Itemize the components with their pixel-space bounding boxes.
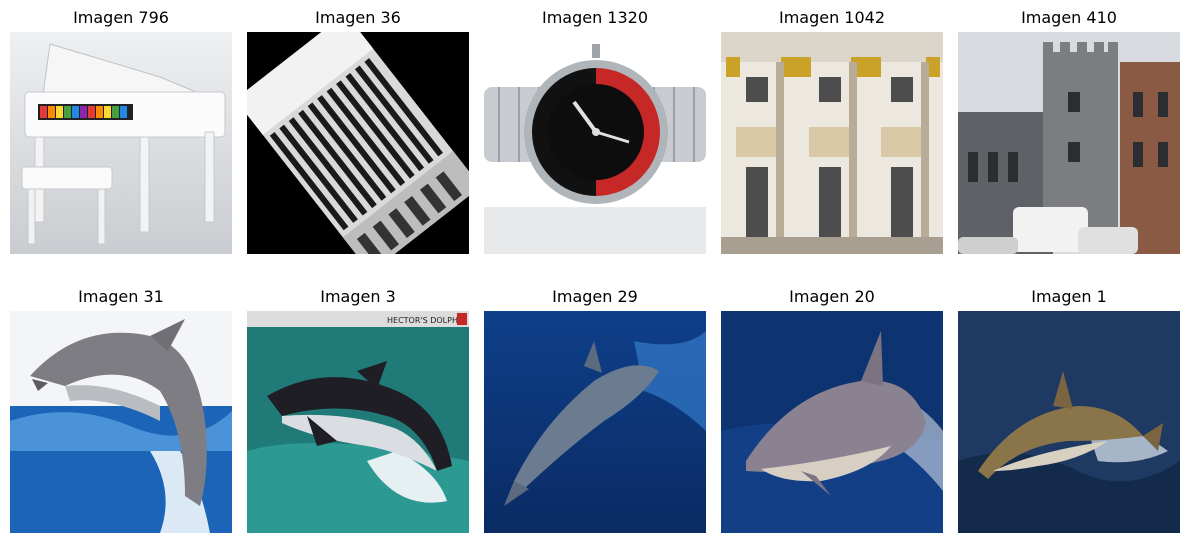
image-caption: Imagen 29 [552,287,638,306]
image-caption: Imagen 36 [315,8,401,27]
image-caption: Imagen 20 [789,287,875,306]
image-caption: Imagen 1320 [541,8,649,27]
image-caption: Imagen 410 [1021,8,1117,27]
image-caption: Imagen 31 [78,287,164,306]
image-caption: Imagen 796 [73,8,169,27]
dolphin-image [10,311,232,533]
building-facade-image [721,32,943,254]
dolphin-image [484,311,706,533]
image-printed-text: HECTOR'S DOLPHIN [387,316,466,325]
dolphin-image [721,311,943,533]
watch-image [484,32,706,254]
castle-tower-image [958,32,1180,254]
image-caption: Imagen 1042 [778,8,886,27]
accordion-image [247,32,469,254]
dolphin-image [958,311,1180,533]
image-caption: Imagen 3 [320,287,396,306]
piano-image [10,32,232,254]
dolphin-image: HECTOR'S DOLPHIN [247,311,469,533]
image-caption: Imagen 1 [1031,287,1107,306]
